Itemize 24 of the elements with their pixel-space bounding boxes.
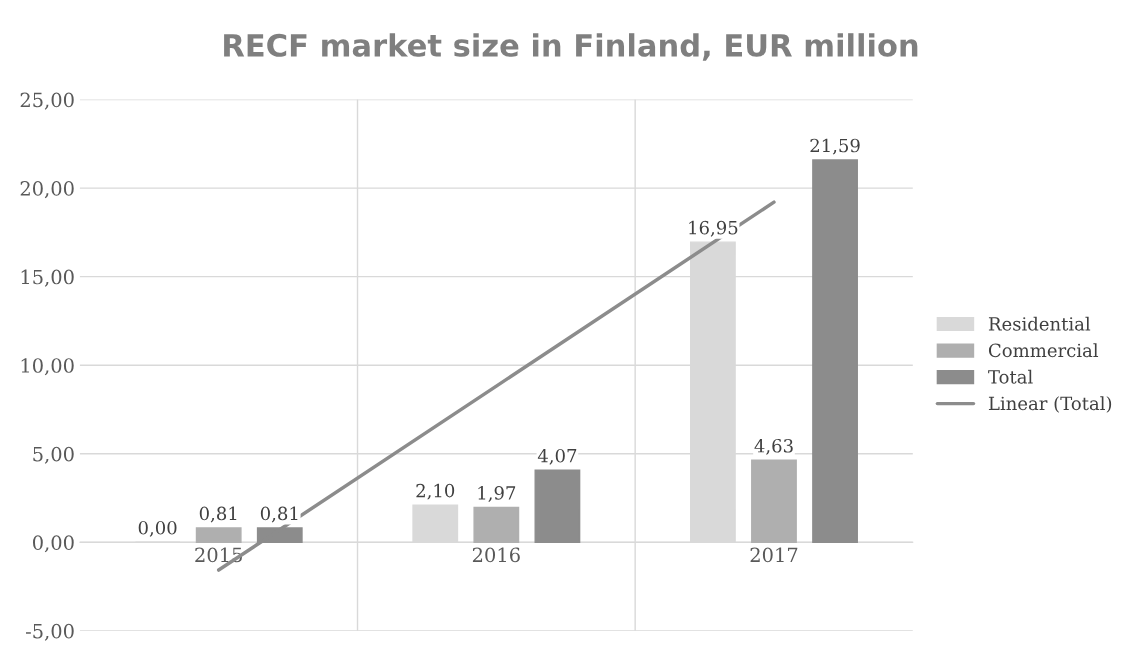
data-label: 4,63 bbox=[754, 438, 793, 455]
y-tick-label: 10,00 bbox=[21, 358, 74, 376]
data-label: 0,00 bbox=[138, 520, 177, 537]
x-tick-label: 2017 bbox=[750, 547, 798, 563]
data-label: 0,81 bbox=[260, 506, 298, 523]
legend-label: Total bbox=[988, 369, 1033, 384]
data-label: 4,07 bbox=[537, 448, 577, 465]
y-tick-label: 25,00 bbox=[20, 92, 74, 110]
y-tick-label: 20,00 bbox=[20, 181, 74, 199]
y-tick-label: -5,00 bbox=[26, 623, 74, 641]
data-label: 1,97 bbox=[478, 486, 516, 502]
legend-label: Linear (Total) bbox=[988, 396, 1112, 413]
y-tick-label: 0,00 bbox=[33, 535, 74, 553]
x-tick-label: 2016 bbox=[472, 547, 520, 563]
data-label: 0,81 bbox=[199, 506, 237, 523]
y-tick-label: 5,00 bbox=[33, 446, 74, 464]
data-label: 2,10 bbox=[416, 483, 455, 500]
data-label: 16,95 bbox=[689, 220, 738, 237]
x-tick-label: 2015 bbox=[195, 547, 242, 563]
chart-title: RECF market size in Finland, EUR million bbox=[224, 33, 918, 61]
y-tick-label: 15,00 bbox=[21, 269, 74, 287]
legend-label: Residential bbox=[988, 316, 1091, 331]
data-label: 21,59 bbox=[810, 138, 860, 155]
legend-label: Commercial bbox=[988, 343, 1099, 358]
